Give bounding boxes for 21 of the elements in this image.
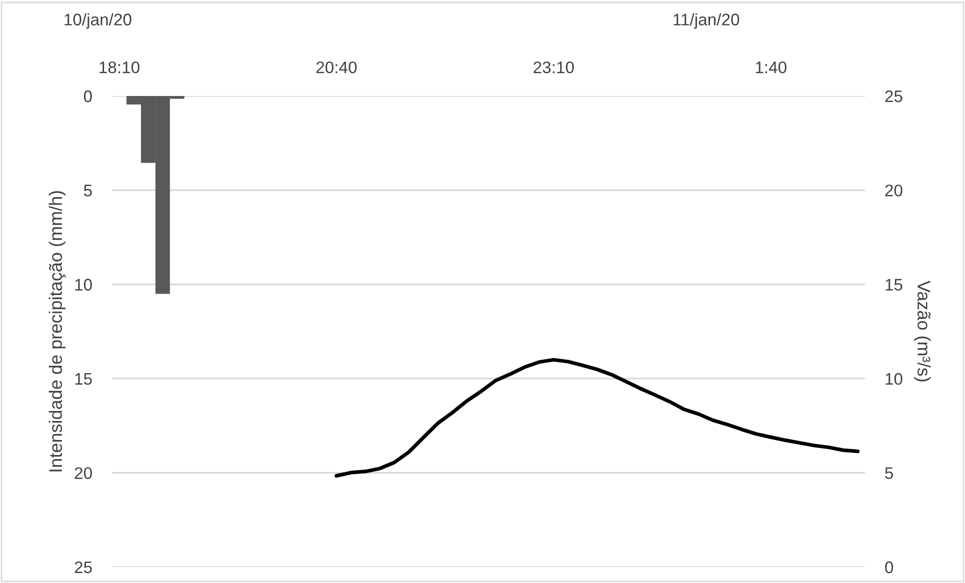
y-tick-label: 20 (74, 467, 92, 480)
y2-tick-label: 25 (885, 90, 902, 102)
y-axis-title: Intensidade de precipitação (mm/h) (48, 191, 66, 472)
y2-tick-label: 10 (886, 373, 902, 385)
y-tick-label: 15 (75, 373, 92, 385)
y-tick-label: 10 (75, 278, 92, 291)
text: 11/jan/20 (674, 13, 740, 29)
text: 10/jan/20 (64, 13, 132, 29)
y2-tick-label: 0 (885, 561, 894, 574)
y2-tick-label: 15 (886, 278, 902, 291)
y2-tick-label: 5 (885, 467, 894, 480)
y-tick-label: 25 (74, 561, 92, 574)
line-series (334, 358, 860, 478)
y-tick-label: 0 (84, 90, 92, 102)
x-tick-label: 18:10 (100, 61, 140, 74)
y2-tick-label: 20 (885, 184, 902, 196)
x-tick-label: 20:40 (316, 61, 357, 74)
x-tick-label: 1:40 (756, 61, 786, 74)
y-tick-label: 5 (84, 184, 92, 196)
y2-axis-title: Vazão (m³/s) (914, 280, 931, 382)
x-tick-label: 23:10 (534, 61, 574, 74)
